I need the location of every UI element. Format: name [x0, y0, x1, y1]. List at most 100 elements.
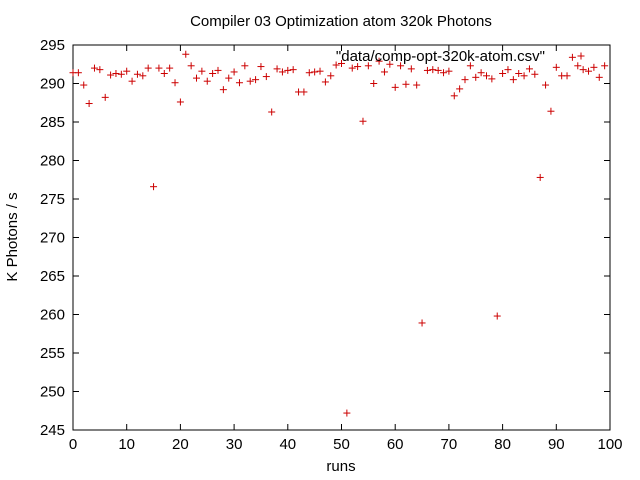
data-point — [262, 73, 270, 81]
data-point — [509, 76, 517, 84]
data-point — [128, 77, 136, 85]
data-point — [423, 66, 431, 74]
data-point — [171, 79, 179, 87]
y-tick-label: 280 — [40, 153, 65, 170]
y-tick-label: 285 — [40, 114, 65, 131]
data-point — [499, 69, 507, 77]
data-point — [107, 71, 115, 79]
data-point — [252, 76, 260, 84]
data-point — [386, 60, 394, 68]
legend-label: "data/comp-opt-320k-atom.csv" — [336, 48, 545, 65]
data-point — [579, 66, 587, 74]
data-point — [493, 312, 501, 320]
data-point — [466, 62, 474, 70]
chart-title: Compiler 03 Optimization atom 320k Photo… — [190, 13, 492, 30]
x-tick-label: 30 — [226, 436, 243, 453]
data-point — [563, 72, 571, 80]
data-point — [133, 70, 141, 78]
data-point — [139, 72, 147, 80]
data-point — [359, 117, 367, 125]
data-point — [461, 76, 469, 84]
data-point — [225, 74, 233, 82]
data-point — [187, 62, 195, 70]
data-point — [482, 72, 490, 80]
data-point — [380, 68, 388, 76]
data-point — [327, 72, 335, 80]
data-point — [273, 65, 281, 73]
data-point — [440, 69, 448, 77]
data-point — [595, 73, 603, 81]
x-tick-label: 10 — [118, 436, 135, 453]
y-tick-label: 250 — [40, 384, 65, 401]
data-point — [321, 78, 329, 86]
data-point — [472, 73, 480, 81]
data-point — [176, 98, 184, 106]
data-point — [278, 68, 286, 76]
data-point — [407, 65, 415, 73]
data-point — [364, 62, 372, 70]
data-point — [536, 173, 544, 181]
data-point — [429, 66, 437, 74]
y-axis-label: K Photons / s — [4, 192, 21, 281]
data-point — [397, 62, 405, 70]
data-point — [375, 57, 383, 65]
data-points — [69, 50, 609, 417]
data-point — [150, 183, 158, 191]
data-point — [117, 70, 125, 78]
data-point — [520, 72, 528, 80]
data-point — [90, 64, 98, 72]
y-tick-label: 245 — [40, 422, 65, 439]
data-point — [354, 63, 362, 71]
x-tick-label: 40 — [279, 436, 296, 453]
x-tick-label: 20 — [172, 436, 189, 453]
data-point — [112, 69, 120, 77]
data-point — [209, 69, 217, 77]
data-point — [203, 77, 211, 85]
data-point — [370, 80, 378, 87]
data-point — [488, 75, 496, 83]
data-point — [552, 63, 560, 71]
x-axis-label: runs — [326, 458, 355, 475]
data-point — [456, 85, 464, 93]
data-point — [413, 81, 421, 89]
x-tick-label: 90 — [548, 436, 565, 453]
data-point — [230, 68, 238, 76]
data-point — [155, 64, 163, 72]
data-point — [214, 66, 222, 74]
data-point — [123, 67, 131, 75]
data-point — [338, 59, 345, 67]
data-point — [85, 100, 93, 108]
data-point — [193, 74, 201, 82]
data-point — [268, 108, 276, 116]
data-point — [316, 67, 324, 75]
data-point — [284, 66, 292, 74]
data-point — [515, 69, 523, 77]
data-point — [590, 63, 598, 71]
data-point — [391, 83, 399, 91]
data-point — [531, 70, 539, 78]
y-tick-label: 265 — [40, 268, 65, 285]
y-tick-label: 260 — [40, 307, 65, 324]
data-point — [332, 61, 340, 69]
data-point — [450, 92, 458, 100]
x-tick-label: 100 — [597, 436, 622, 453]
data-point — [525, 65, 533, 73]
data-point — [241, 62, 249, 70]
x-tick-label: 70 — [441, 436, 458, 453]
data-point — [166, 64, 174, 72]
data-point — [74, 69, 82, 77]
y-tick-label: 270 — [40, 230, 65, 247]
data-point — [289, 66, 297, 74]
data-point — [574, 62, 582, 70]
data-point — [477, 69, 485, 77]
data-point — [311, 68, 319, 76]
data-point — [160, 69, 168, 77]
x-tick-label: 0 — [69, 436, 77, 453]
data-point — [547, 107, 555, 115]
data-point — [219, 86, 227, 94]
data-point — [101, 93, 109, 101]
data-point — [445, 67, 453, 75]
data-point — [144, 64, 152, 72]
data-point — [542, 81, 550, 89]
